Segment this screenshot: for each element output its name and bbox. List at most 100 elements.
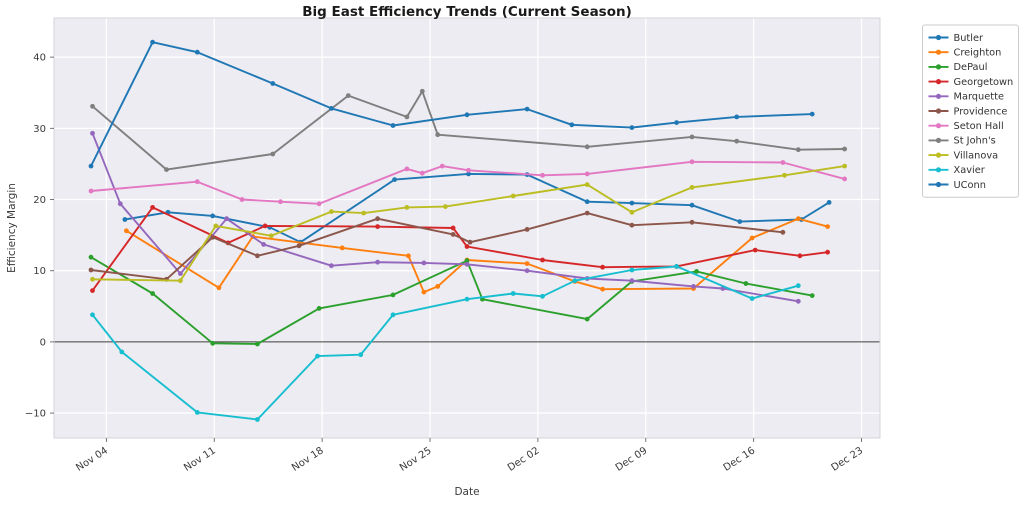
legend-label: Butler [954, 33, 985, 44]
data-point-marker [782, 172, 787, 178]
data-point-marker [390, 123, 396, 128]
data-point-marker [216, 285, 222, 291]
data-point-marker [375, 216, 380, 222]
series-uconn [88, 39, 815, 169]
data-point-marker [421, 289, 427, 295]
y-tick-label: 20 [33, 195, 46, 206]
legend-label: DePaul [954, 62, 988, 73]
data-point-marker [88, 267, 94, 273]
legend-marker-swatch [935, 152, 942, 158]
data-point-marker [629, 222, 635, 228]
legend-item-xavier: Xavier [928, 165, 986, 176]
data-point-marker [450, 232, 456, 237]
x-tick-label: Dec 02 [506, 445, 542, 473]
legend-item-uconn: UConn [928, 180, 986, 191]
data-point-marker [464, 112, 470, 118]
data-point-marker [262, 223, 268, 229]
data-point-marker [390, 312, 396, 318]
y-tick-label: 0 [40, 337, 46, 348]
data-point-marker [842, 176, 847, 182]
data-point-marker [390, 292, 396, 298]
x-tick-label: Nov 18 [290, 445, 326, 474]
legend-item-villanova: Villanova [928, 150, 998, 161]
data-point-marker [674, 120, 679, 125]
data-point-marker [842, 146, 847, 152]
data-point-marker [361, 210, 367, 216]
data-point-marker [464, 258, 470, 264]
data-point-marker [584, 171, 590, 177]
data-point-marker [464, 244, 470, 249]
x-tick-label: Dec 23 [830, 445, 866, 473]
data-point-marker [466, 167, 471, 173]
legend-marker-swatch [935, 93, 942, 99]
data-point-marker [743, 281, 749, 286]
data-point-marker [358, 352, 364, 358]
data-point-marker [689, 134, 695, 140]
data-point-marker [419, 170, 425, 176]
data-point-marker [90, 312, 95, 318]
series-xavier [90, 264, 801, 422]
data-point-marker [194, 49, 200, 55]
data-point-marker [797, 253, 803, 259]
data-point-marker [419, 88, 425, 94]
data-point-marker [691, 284, 696, 289]
data-point-marker [345, 93, 351, 98]
data-point-marker [694, 269, 699, 274]
data-point-marker [466, 171, 471, 177]
data-point-marker [674, 264, 679, 269]
data-point-marker [329, 263, 334, 269]
data-point-marker [194, 179, 200, 185]
legend-label: UConn [954, 180, 986, 191]
data-point-marker [629, 209, 635, 215]
data-point-marker [268, 233, 274, 239]
series-line [91, 165, 846, 282]
legend-label: Marquette [954, 92, 1004, 103]
data-point-marker [510, 291, 516, 296]
data-point-marker [450, 225, 456, 231]
data-point-marker [795, 283, 801, 289]
legend-box [922, 24, 1019, 198]
legend-marker-swatch [935, 34, 942, 41]
series-depaul [88, 254, 815, 347]
data-point-marker [825, 224, 830, 230]
data-point-marker [90, 288, 95, 293]
data-point-marker [90, 103, 95, 109]
data-point-marker [421, 260, 427, 266]
data-point-marker [467, 239, 473, 245]
series-st-john-s [90, 88, 847, 173]
data-point-marker [795, 216, 801, 222]
legend-label: Seton Hall [954, 121, 1004, 132]
legend-item-depaul: DePaul [928, 62, 988, 73]
data-point-marker [316, 306, 322, 311]
data-point-marker [404, 114, 410, 120]
legend-marker-swatch [935, 49, 942, 55]
data-point-marker [213, 223, 219, 229]
legend-item-st-john-s: St John's [928, 136, 996, 147]
data-point-marker [392, 177, 397, 183]
series-line [90, 160, 846, 205]
data-point-marker [239, 197, 245, 202]
x-tick-label: Nov 11 [182, 445, 218, 474]
data-point-marker [255, 253, 260, 259]
data-point-marker [210, 234, 216, 240]
legend-marker-swatch [935, 137, 942, 143]
data-point-marker [88, 188, 94, 194]
data-point-marker [600, 286, 605, 292]
data-point-marker [689, 219, 695, 225]
plot-border [53, 17, 881, 439]
data-point-marker [404, 205, 410, 210]
data-point-marker [124, 228, 129, 234]
legend-item-marquette: Marquette [928, 92, 1004, 103]
legend-item-providence: Providence [928, 106, 1007, 117]
y-tick-label: 30 [33, 124, 46, 135]
data-point-marker [540, 293, 545, 299]
data-point-marker [164, 167, 169, 173]
data-point-marker [270, 81, 276, 86]
data-point-marker [569, 122, 575, 128]
data-point-marker [270, 151, 276, 157]
data-point-marker [809, 111, 815, 117]
data-point-marker [439, 163, 445, 169]
data-point-marker [255, 417, 260, 422]
x-tick-label: Dec 16 [722, 445, 758, 473]
legend-marker-swatch [935, 167, 942, 173]
